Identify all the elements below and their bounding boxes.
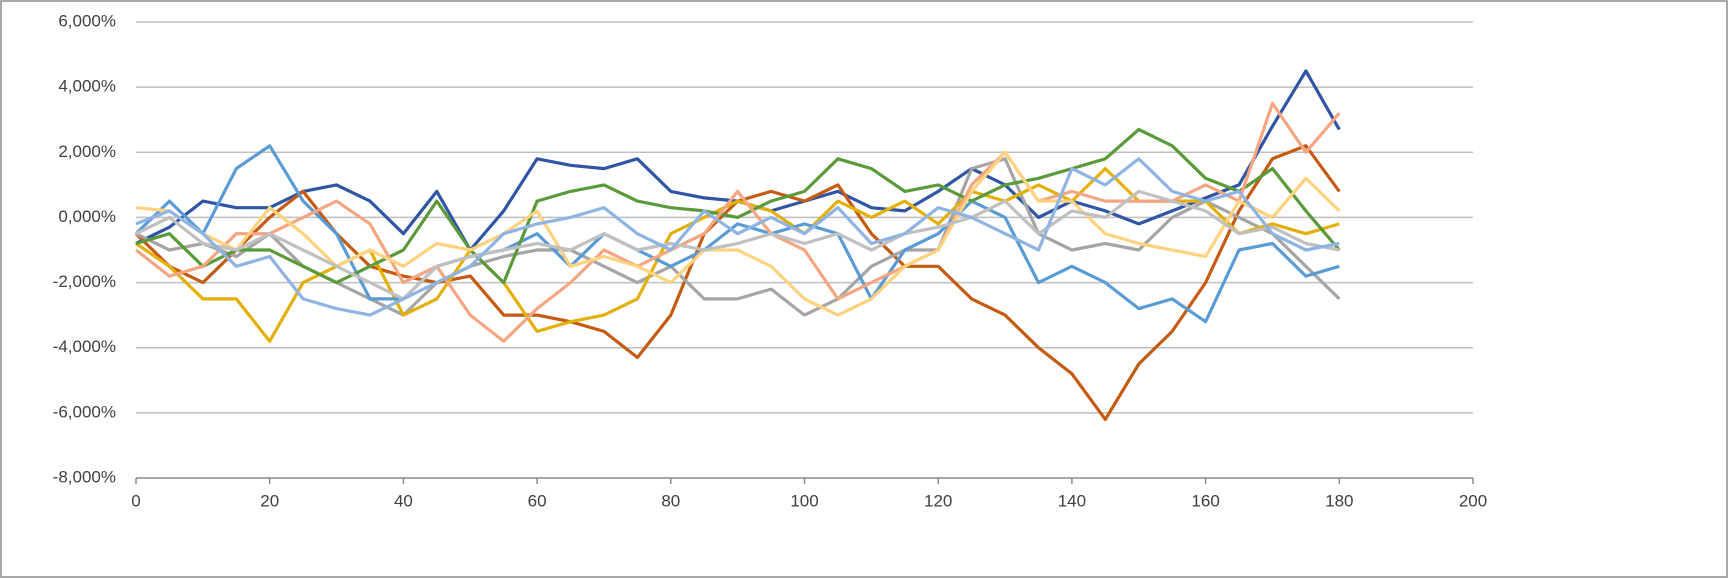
y-tick-label: 4,000% [58,77,116,96]
x-tick-label: 200 [1459,491,1487,510]
x-tick-label: 140 [1058,491,1086,510]
x-tick-label: 0 [131,491,140,510]
x-tick-label: 20 [260,491,279,510]
x-tick-label: 80 [661,491,680,510]
y-tick-label: 2,000% [58,142,116,161]
series-line [135,127,1341,285]
x-tick-label: 160 [1191,491,1219,510]
series-line [135,101,1341,343]
series-line [135,189,1340,301]
x-tick-label: 120 [924,491,952,510]
y-tick-label: 6,000% [58,11,116,30]
x-tick-label: 100 [790,491,818,510]
series-line [135,157,1340,317]
series-line [134,144,1340,324]
y-tick-label: -8,000% [53,467,116,486]
y-tick-label: 0,000% [58,207,116,226]
x-tick-label: 60 [528,491,547,510]
y-tick-label: -2,000% [53,272,116,291]
x-tick-label: 40 [394,491,413,510]
y-tick-label: -6,000% [53,402,116,421]
x-tick-label: 180 [1325,491,1353,510]
y-tick-label: -4,000% [53,337,116,356]
